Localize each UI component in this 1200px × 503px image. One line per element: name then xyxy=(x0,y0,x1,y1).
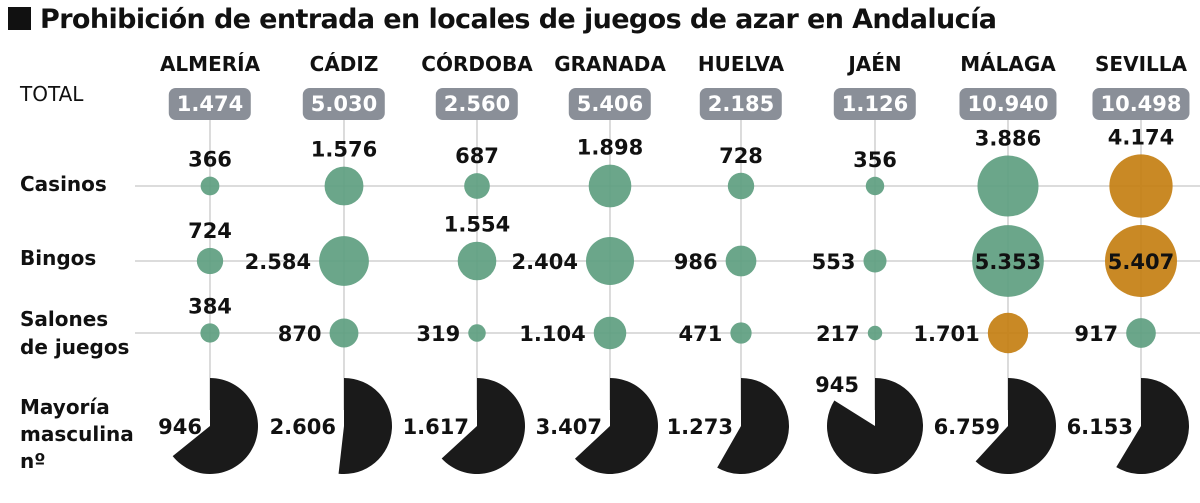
title-text: Prohibición de entrada en locales de jue… xyxy=(40,4,997,35)
label-bingos-cordoba: 1.554 xyxy=(444,213,510,237)
label-bingos-cadiz: 2.584 xyxy=(245,250,311,274)
label-male-majority-almeria: 946 xyxy=(158,415,202,439)
bubble-bingos-sevilla xyxy=(1105,225,1177,297)
bubble-casinos-cadiz xyxy=(324,166,364,206)
label-bingos-huelva: 986 xyxy=(674,250,718,274)
label-casinos-cordoba: 687 xyxy=(455,144,499,168)
pie-wedge-cordoba xyxy=(441,378,526,474)
bubble-bingos-huelva xyxy=(725,245,757,277)
label-bingos-jaen: 553 xyxy=(812,250,856,274)
title-square-icon xyxy=(8,7,31,30)
bubble-casinos-granada xyxy=(588,164,632,208)
pie-wedge-sevilla xyxy=(1116,378,1189,474)
row-label-mayoria-2: masculina xyxy=(20,422,134,446)
province-jaen: JAÉN xyxy=(848,52,902,76)
label-male-majority-jaen: 945 xyxy=(815,373,859,397)
label-salones-de-juegos-sevilla: 917 xyxy=(1074,322,1118,346)
row-label-mayoria-3: nº xyxy=(20,449,46,473)
label-male-majority-huelva: 1.273 xyxy=(667,415,733,439)
label-male-majority-granada: 3.407 xyxy=(536,415,602,439)
row-label-total: TOTAL xyxy=(20,82,84,106)
province-huelva: HUELVA xyxy=(697,52,785,76)
bubble-bingos-granada xyxy=(585,236,635,286)
bubble-salones-de-juegos-jaen xyxy=(867,325,883,341)
bubble-casinos-cordoba xyxy=(464,173,490,199)
label-salones-de-juegos-cadiz: 870 xyxy=(278,322,322,346)
pie-wedge-almeria xyxy=(172,378,258,474)
chart-title: Prohibición de entrada en locales de jue… xyxy=(8,4,997,35)
label-casinos-jaen: 356 xyxy=(853,148,897,172)
bubble-salones-de-juegos-huelva xyxy=(730,322,752,344)
label-casinos-malaga: 3.886 xyxy=(975,126,1041,150)
label-casinos-granada: 1.898 xyxy=(577,136,643,160)
total-badge-huelva: 2.185 xyxy=(699,88,783,120)
label-male-majority-cordoba: 1.617 xyxy=(403,415,469,439)
label-salones-de-juegos-jaen: 217 xyxy=(816,322,860,346)
pie-wedge-jaen xyxy=(827,378,923,474)
province-malaga: MÁLAGA xyxy=(960,52,1056,76)
bubble-bingos-almeria xyxy=(196,247,224,275)
total-badge-granada: 5.406 xyxy=(568,88,652,120)
bubble-casinos-malaga xyxy=(977,155,1039,217)
bubble-casinos-jaen xyxy=(865,176,885,196)
total-badge-almeria: 1.474 xyxy=(168,88,252,120)
province-granada: GRANADA xyxy=(554,52,666,76)
label-salones-de-juegos-granada: 1.104 xyxy=(519,322,585,346)
total-badge-cadiz: 5.030 xyxy=(302,88,386,120)
bubble-bingos-malaga xyxy=(972,225,1044,297)
row-label-salones-1: Salones xyxy=(20,307,109,331)
bubble-casinos-almeria xyxy=(200,176,220,196)
label-male-majority-sevilla: 6.153 xyxy=(1067,415,1133,439)
label-salones-de-juegos-cordoba: 319 xyxy=(416,322,460,346)
total-badge-sevilla: 10.498 xyxy=(1092,88,1190,120)
label-casinos-cadiz: 1.576 xyxy=(311,138,377,162)
label-bingos-almeria: 724 xyxy=(188,219,232,243)
pie-wedge-huelva xyxy=(717,378,789,474)
label-bingos-malaga: 5.353 xyxy=(975,250,1041,274)
bubble-salones-de-juegos-cadiz xyxy=(329,318,359,348)
label-casinos-almeria: 366 xyxy=(188,148,232,172)
pie-wedge-malaga xyxy=(975,378,1056,474)
total-badge-malaga: 10.940 xyxy=(959,88,1057,120)
province-almeria: ALMERÍA xyxy=(159,52,261,76)
bubble-salones-de-juegos-granada xyxy=(593,316,627,350)
label-casinos-huelva: 728 xyxy=(719,144,763,168)
province-cordoba: CÓRDOBA xyxy=(421,52,533,76)
label-salones-de-juegos-malaga: 1.701 xyxy=(913,322,979,346)
bubble-salones-de-juegos-sevilla xyxy=(1126,318,1156,348)
row-label-salones-2: de juegos xyxy=(20,335,130,359)
label-casinos-sevilla: 4.174 xyxy=(1108,125,1174,149)
row-label-bingos: Bingos xyxy=(20,246,97,270)
row-label-casinos: Casinos xyxy=(20,172,107,196)
label-bingos-sevilla: 5.407 xyxy=(1108,250,1174,274)
label-salones-de-juegos-almeria: 384 xyxy=(188,294,232,318)
total-badge-jaen: 1.126 xyxy=(833,88,917,120)
pie-wedge-cadiz xyxy=(338,378,392,474)
province-cadiz: CÁDIZ xyxy=(309,52,379,76)
row-label-mayoria-1: Mayoría xyxy=(20,395,110,419)
bubble-bingos-cordoba xyxy=(457,241,497,281)
bubble-salones-de-juegos-malaga xyxy=(987,312,1029,354)
total-badge-cordoba: 2.560 xyxy=(435,88,519,120)
province-sevilla: SEVILLA xyxy=(1095,52,1187,76)
bubble-bingos-cadiz xyxy=(319,236,369,286)
pie-wedge-granada xyxy=(574,378,658,475)
bubble-bingos-jaen xyxy=(863,249,887,273)
label-male-majority-malaga: 6.759 xyxy=(934,415,1000,439)
bubble-salones-de-juegos-cordoba xyxy=(468,324,486,342)
label-male-majority-cadiz: 2.606 xyxy=(270,415,336,439)
bubble-salones-de-juegos-almeria xyxy=(200,323,220,343)
label-salones-de-juegos-huelva: 471 xyxy=(679,322,723,346)
label-bingos-granada: 2.404 xyxy=(512,250,578,274)
bubble-casinos-sevilla xyxy=(1109,154,1173,218)
bubble-casinos-huelva xyxy=(727,172,755,200)
